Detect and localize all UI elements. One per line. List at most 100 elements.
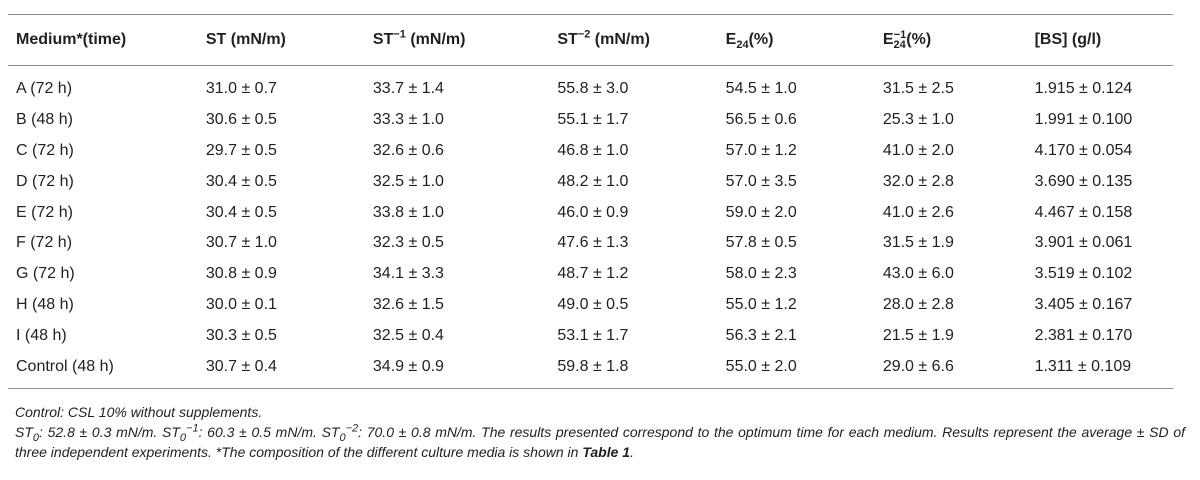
footnote-surface-tension: ST0: 52.8 ± 0.3 mN/m. ST0−1: 60.3 ± 0.5 … bbox=[15, 422, 1185, 462]
value-cell: 59.0 ± 2.0 bbox=[725, 203, 797, 221]
value-cell: 21.5 ± 1.9 bbox=[882, 326, 954, 344]
column-header: E24(%) bbox=[718, 15, 875, 66]
table-reference-link[interactable]: Table 1 bbox=[582, 444, 631, 460]
value-cell: 30.6 ± 0.5 bbox=[205, 111, 277, 129]
value-cell: 1.915 ± 0.124 bbox=[1034, 80, 1133, 98]
value-cell: 3.519 ± 0.102 bbox=[1034, 265, 1133, 283]
st0-sub: 0 bbox=[32, 431, 40, 444]
data-table-container: Medium*(time) ST (mN/m) ST−1 (mN/m) ST−2 (m… bbox=[0, 14, 1200, 389]
header-base: E bbox=[725, 31, 737, 48]
header-base: ST bbox=[372, 31, 394, 48]
value-cell: 46.8 ± 1.0 bbox=[557, 141, 629, 159]
medium-cell: B (48 h) bbox=[16, 111, 73, 129]
value-cell: 48.7 ± 1.2 bbox=[557, 265, 629, 283]
table-header: Medium*(time) ST (mN/m) ST−1 (mN/m) ST−2 (m… bbox=[8, 14, 1173, 66]
value-cell: 54.5 ± 1.0 bbox=[725, 80, 797, 98]
header-unit: (%) bbox=[906, 31, 932, 48]
st0m2-label: ST bbox=[321, 424, 340, 440]
value-cell: 29.7 ± 0.5 bbox=[205, 141, 277, 159]
value-cell: 30.0 ± 0.1 bbox=[205, 295, 277, 313]
st0-value: : 52.8 ± 0.3 mN/m. bbox=[39, 424, 163, 440]
value-cell: 4.170 ± 0.054 bbox=[1034, 141, 1133, 159]
header-base: ST bbox=[205, 31, 227, 48]
header-superscript: −2 bbox=[577, 28, 591, 41]
st0m2-sub: 0 bbox=[339, 431, 346, 444]
results-table: Medium*(time) ST (mN/m) ST−1 (mN/m) ST−2 (m… bbox=[8, 14, 1173, 389]
value-cell: 34.1 ± 3.3 bbox=[372, 265, 444, 283]
st0m1-sup: −1 bbox=[186, 422, 199, 435]
st0m1-sub: 0 bbox=[179, 431, 187, 444]
medium-cell: G (72 h) bbox=[16, 265, 75, 283]
header-unit: (g/l) bbox=[1067, 31, 1102, 48]
column-header: Medium*(time) bbox=[8, 15, 198, 66]
st0m2-sup: −2 bbox=[345, 422, 359, 435]
value-cell: 59.8 ± 1.8 bbox=[557, 357, 629, 375]
value-cell: 46.0 ± 0.9 bbox=[557, 203, 629, 221]
value-cell: 30.8 ± 0.9 bbox=[205, 265, 277, 283]
medium-cell: H (48 h) bbox=[16, 295, 74, 313]
header-row: Medium*(time) ST (mN/m) ST−1 (mN/m) ST−2 (m… bbox=[8, 14, 1173, 66]
column-header: ST−2 (mN/m) bbox=[549, 15, 717, 66]
value-cell: 28.0 ± 2.8 bbox=[882, 295, 954, 313]
value-cell: 56.5 ± 0.6 bbox=[725, 111, 797, 129]
header-superscript: −1 bbox=[893, 28, 907, 41]
header-subscript: 24 bbox=[893, 39, 906, 52]
value-cell: 1.991 ± 0.100 bbox=[1034, 111, 1133, 129]
value-cell: 56.3 ± 2.1 bbox=[725, 326, 797, 344]
column-header: ST−1 (mN/m) bbox=[365, 15, 549, 66]
header-superscript: −1 bbox=[393, 28, 406, 41]
header-subscript: 24 bbox=[736, 39, 749, 52]
header-unit: (mN/m) bbox=[590, 31, 650, 48]
column-header: [BS] (g/l) bbox=[1027, 15, 1173, 66]
header-base: E bbox=[882, 31, 894, 48]
medium-cell: E (72 h) bbox=[16, 203, 73, 221]
value-cell: 3.901 ± 0.061 bbox=[1034, 234, 1133, 252]
value-cell: 43.0 ± 6.0 bbox=[882, 265, 954, 283]
value-cell: 30.7 ± 0.4 bbox=[205, 357, 277, 375]
st0m1-value: : 60.3 ± 0.5 mN/m. bbox=[198, 424, 322, 440]
value-cell: 55.1 ± 1.7 bbox=[557, 111, 629, 129]
value-cell: 41.0 ± 2.6 bbox=[882, 203, 954, 221]
value-cell: 30.4 ± 0.5 bbox=[205, 172, 277, 190]
value-cell: 53.1 ± 1.7 bbox=[557, 326, 629, 344]
value-cell: 41.0 ± 2.0 bbox=[882, 141, 954, 159]
table-row: Control (48 h) 30.7 ± 0.4 34.9 ± 0.9 59.8 ±… bbox=[8, 351, 1173, 388]
value-cell: 47.6 ± 1.3 bbox=[557, 234, 629, 252]
value-cell: 30.3 ± 0.5 bbox=[205, 326, 277, 344]
column-header: ST (mN/m) bbox=[198, 15, 365, 66]
value-cell: 31.0 ± 0.7 bbox=[205, 80, 277, 98]
value-cell: 55.0 ± 2.0 bbox=[725, 357, 797, 375]
value-cell: 31.5 ± 2.5 bbox=[882, 80, 954, 98]
value-cell: 32.5 ± 0.4 bbox=[372, 326, 444, 344]
value-cell: 1.311 ± 0.109 bbox=[1034, 357, 1132, 375]
medium-cell: A (72 h) bbox=[16, 80, 73, 98]
value-cell: 3.690 ± 0.135 bbox=[1034, 172, 1133, 190]
medium-cell: Control (48 h) bbox=[16, 357, 114, 375]
table-row: C (72 h) 29.7 ± 0.5 32.6 ± 0.6 46.8 ± 1.0 57… bbox=[8, 136, 1173, 167]
st0-label: ST bbox=[15, 424, 33, 440]
value-cell: 4.467 ± 0.158 bbox=[1034, 203, 1133, 221]
value-cell: 33.3 ± 1.0 bbox=[372, 111, 444, 129]
value-cell: 30.7 ± 1.0 bbox=[205, 234, 277, 252]
results-text: The results presented correspond to the … bbox=[15, 424, 1186, 460]
table-row: A (72 h) 31.0 ± 0.7 33.7 ± 1.4 55.8 ± 3.0 54… bbox=[8, 66, 1173, 105]
value-cell: 33.7 ± 1.4 bbox=[372, 80, 444, 98]
value-cell: 2.381 ± 0.170 bbox=[1034, 326, 1133, 344]
value-cell: 3.405 ± 0.167 bbox=[1034, 295, 1133, 313]
header-unit: (mN/m) bbox=[405, 31, 466, 48]
header-unit: (mN/m) bbox=[226, 31, 286, 48]
value-cell: 32.6 ± 1.5 bbox=[372, 295, 444, 313]
value-cell: 57.0 ± 3.5 bbox=[725, 172, 797, 190]
st0m1-label: ST bbox=[162, 424, 180, 440]
header-base: ST bbox=[557, 31, 578, 48]
header-base: Medium*(time) bbox=[16, 31, 127, 48]
medium-cell: C (72 h) bbox=[16, 141, 74, 159]
table-row: I (48 h) 30.3 ± 0.5 32.5 ± 0.4 53.1 ± 1.7 56… bbox=[8, 320, 1173, 351]
value-cell: 55.0 ± 1.2 bbox=[725, 295, 797, 313]
header-unit: (%) bbox=[748, 31, 774, 48]
medium-cell: F (72 h) bbox=[16, 234, 73, 252]
header-base: [BS] bbox=[1034, 31, 1068, 48]
value-cell: 34.9 ± 0.9 bbox=[372, 357, 444, 375]
value-cell: 55.8 ± 3.0 bbox=[557, 80, 629, 98]
value-cell: 33.8 ± 1.0 bbox=[372, 203, 444, 221]
